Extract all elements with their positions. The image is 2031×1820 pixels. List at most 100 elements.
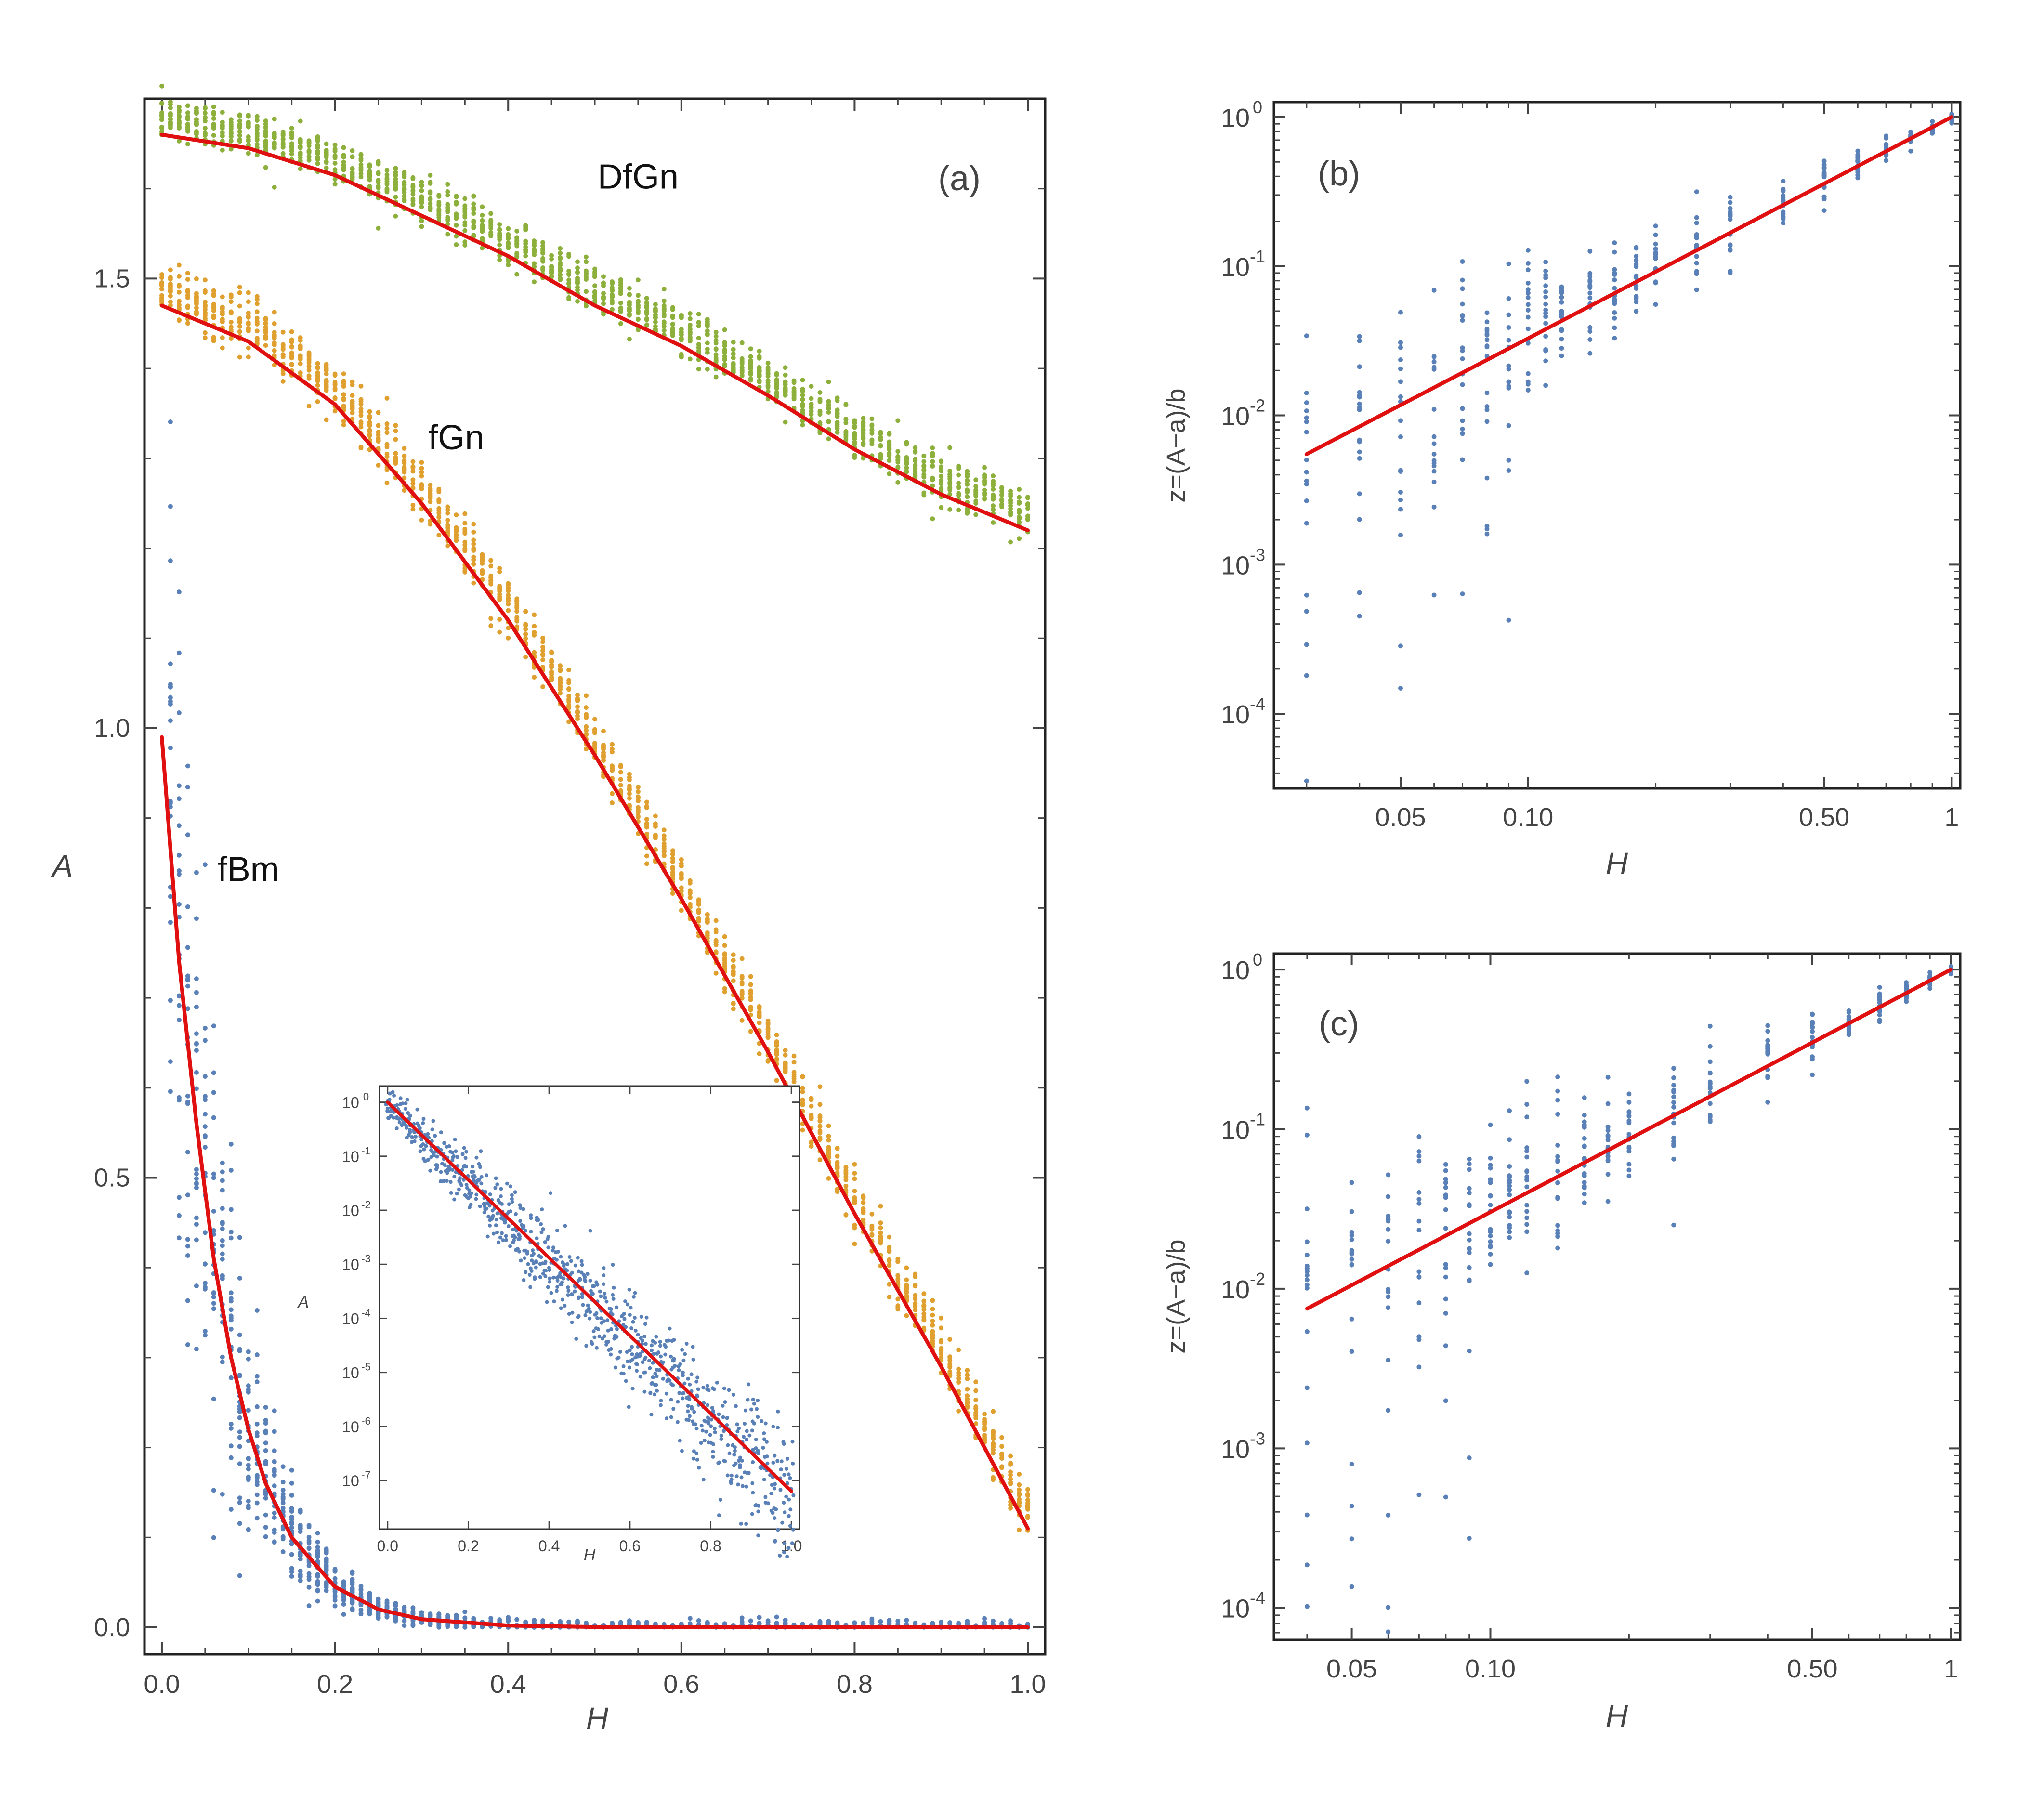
inset-point — [412, 1139, 417, 1143]
inset-point — [589, 1289, 593, 1293]
panel-a-fit-lines — [160, 132, 1030, 1629]
inset-point — [686, 1376, 690, 1381]
inset-point — [691, 1456, 695, 1461]
panel-a-point-DfGn — [419, 194, 424, 199]
panel-a-point-DfGn — [956, 507, 961, 512]
inset-point — [458, 1176, 462, 1180]
panel-a-point-fBm — [194, 990, 199, 995]
panel-a-point-fGn — [921, 1304, 927, 1309]
panel-a-point-fGn — [263, 343, 268, 348]
panel-a-point-DfGn — [350, 154, 355, 159]
panel-a-point-DfGn — [739, 340, 745, 345]
panel-a-point-fGn — [895, 1296, 901, 1302]
panel-a-point-fGn — [497, 596, 502, 601]
panel-a-point-fGn — [679, 908, 684, 913]
panel-a-point-DfGn — [324, 149, 329, 155]
panel-a-point-fBm — [237, 1429, 242, 1435]
panel-a-point-fGn — [263, 316, 268, 321]
inset-point — [415, 1107, 419, 1112]
inset-point — [588, 1310, 592, 1314]
panel-a-point-fBm — [237, 1415, 242, 1420]
panel-a-point-fGn — [306, 367, 312, 373]
inset-point — [559, 1306, 563, 1310]
panel-a-point-fGn — [523, 623, 528, 628]
panel-a-point-fBm — [272, 1530, 277, 1535]
panel-a-point-DfGn — [384, 179, 390, 184]
inset-point — [529, 1230, 533, 1234]
panel-a-point-fGn — [878, 1233, 883, 1239]
panel-a-point-fGn — [393, 428, 398, 433]
panel-a-point-fBm — [202, 1333, 208, 1338]
panel-a-point-fBm — [228, 1443, 234, 1449]
panel-a-point-fGn — [384, 442, 390, 447]
panel-a-point-DfGn — [965, 469, 970, 474]
panel-a-point-DfGn — [358, 152, 364, 157]
panel-a-point-fGn — [687, 890, 693, 895]
panel-a-point-DfGn — [610, 294, 615, 300]
panel-a-point-DfGn — [757, 355, 762, 361]
panel-a-point-fGn — [272, 342, 277, 347]
panel-a-point-fGn — [462, 539, 468, 545]
inset-point — [651, 1339, 655, 1343]
panel-a-point-fGn — [991, 1436, 996, 1441]
inset-point — [672, 1338, 676, 1342]
panel-a-point-fBm — [220, 1238, 225, 1243]
panel-a-point-DfGn — [410, 176, 416, 181]
panel-a-point-DfGn — [506, 236, 511, 241]
inset-point — [560, 1280, 564, 1284]
panel-a-point-DfGn — [670, 315, 675, 320]
panel-a-point-fBm — [350, 1608, 355, 1613]
panel-a-x-tick-label: 0.4 — [490, 1670, 526, 1699]
inset-y-tick-exponent: -2 — [361, 1199, 371, 1211]
panel-a-point-DfGn — [246, 123, 251, 129]
inset-point — [522, 1278, 526, 1282]
panel-a-point-fGn — [887, 1234, 892, 1240]
panel-a-point-fBm — [228, 1235, 234, 1241]
inset-point — [671, 1383, 675, 1388]
panel-a-point-fBm — [298, 1507, 303, 1513]
panel-a-point-DfGn — [436, 215, 442, 220]
panel-a-point-fGn — [315, 361, 320, 366]
panel-a-point-DfGn — [610, 279, 615, 284]
panel-a-point-fGn — [800, 1074, 805, 1079]
panel-a-point-DfGn — [506, 259, 511, 264]
panel-a-point-DfGn — [774, 392, 779, 397]
panel-a-point-fBm — [324, 1584, 329, 1590]
panel-a-point-fBm — [185, 983, 190, 989]
inset-point — [488, 1192, 492, 1197]
inset-point — [604, 1299, 609, 1304]
inset-y-tick-exponent: -6 — [361, 1415, 371, 1427]
inset-y-tick-label: 10 — [342, 1472, 359, 1490]
panel-a-point-fGn — [973, 1406, 979, 1412]
panel-a-point-DfGn — [687, 338, 693, 343]
panel-a-point-DfGn — [540, 240, 546, 245]
panel-a-point-DfGn — [454, 194, 459, 199]
panel-a-point-DfGn — [237, 124, 242, 130]
panel-a-point-fGn — [445, 522, 450, 527]
panel-a-point-DfGn — [306, 138, 312, 144]
panel-a-point-fBm — [332, 1567, 338, 1572]
panel-a-point-fGn — [168, 299, 173, 304]
inset-point — [485, 1173, 489, 1178]
panel-a-point-fBm — [220, 1243, 225, 1248]
inset-point — [508, 1209, 512, 1214]
panel-a-point-fGn — [809, 1096, 814, 1101]
panel-a-point-DfGn — [428, 172, 433, 178]
inset-point — [454, 1149, 458, 1153]
panel-a-point-DfGn — [670, 326, 675, 331]
panel-a-point-DfGn — [748, 369, 753, 375]
panel-a-point-DfGn — [921, 464, 927, 469]
inset-point — [648, 1390, 653, 1395]
panel-a-point-DfGn — [644, 296, 649, 301]
panel-a-point-DfGn — [852, 453, 857, 458]
panel-a-point-fGn — [835, 1187, 840, 1192]
inset-point — [587, 1307, 591, 1311]
panel-a-point-fGn — [774, 1058, 779, 1063]
panel-a-point-fBm — [176, 710, 182, 715]
panel-a-fit-line-fGn — [160, 303, 1030, 1531]
inset-point — [479, 1181, 484, 1186]
panel-a-point-fBm — [350, 1582, 355, 1587]
inset-point — [563, 1224, 567, 1228]
panel-a-point-fBm — [176, 1017, 182, 1022]
panel-a-point-fBm — [280, 1488, 286, 1493]
